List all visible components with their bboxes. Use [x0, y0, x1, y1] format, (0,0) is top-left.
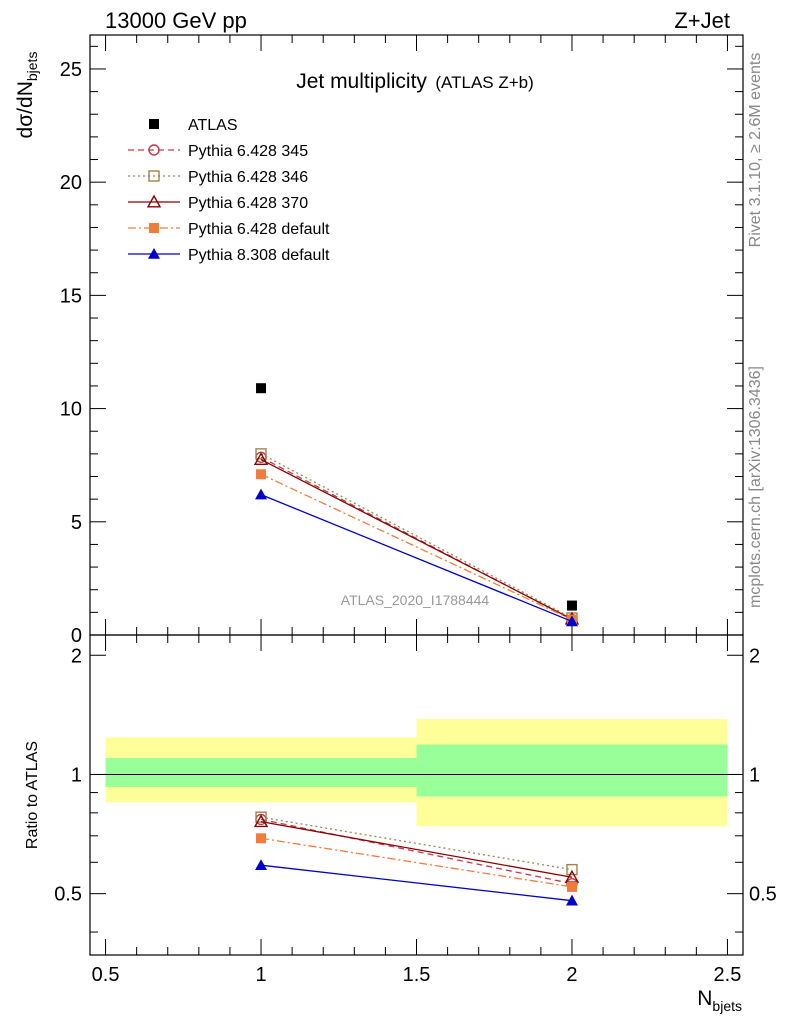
header-beam-label: 13000 GeV pp — [105, 8, 247, 33]
ratio-point-4-1 — [565, 894, 578, 906]
data-point-5-0 — [255, 488, 268, 500]
data-point-4-0 — [256, 469, 267, 480]
legend-marker-5 — [148, 248, 160, 259]
x-tick-label: 2 — [566, 964, 577, 986]
ratio-band-inner-0 — [105, 758, 417, 787]
chart-title-main: Jet multiplicity — [296, 70, 427, 93]
ratio-y-axis-label: Ratio to ATLAS — [24, 741, 41, 849]
legend: ATLAS Pythia 6.428 345 Pythia 6.428 346 Pyt… — [128, 117, 330, 264]
data-point-0-0 — [256, 383, 267, 394]
ratio-line-3 — [260, 837, 573, 888]
x-tick-label: 1 — [255, 964, 266, 986]
legend-marker-0 — [149, 119, 159, 129]
ratio-point-3-1 — [566, 881, 577, 892]
data-point-2-0 — [255, 448, 267, 460]
rivet-version-label: Rivet 3.1.10, ≥ 2.6M events — [747, 53, 764, 248]
y-axis-label-main: dσ/dN — [14, 81, 37, 138]
data-point-0-1 — [566, 600, 577, 611]
ratio-bands — [105, 719, 728, 827]
x-tick-label: 1.5 — [403, 964, 431, 986]
series-line-5 — [260, 494, 573, 623]
ratio-point-4-0 — [255, 859, 268, 870]
legend-marker-1 — [148, 144, 160, 156]
legend-label-4: Pythia 6.428 default — [188, 221, 330, 238]
ratio-y-tick-label-left: 0.5 — [54, 884, 82, 906]
y-tick-label: 10 — [60, 399, 82, 421]
legend-label-2: Pythia 6.428 346 — [188, 169, 308, 186]
legend-marker-2 — [148, 170, 160, 182]
y-tick-label: 5 — [71, 512, 82, 534]
mcplots-label: mcplots.cern.ch [arXiv:1306.3436] — [747, 366, 764, 608]
ratio-point-2-0 — [253, 814, 269, 828]
ratio-line-4 — [260, 864, 573, 902]
ratio-line-0 — [260, 818, 573, 885]
series-line-2 — [260, 453, 573, 619]
legend-label-3: Pythia 6.428 370 — [188, 195, 308, 212]
x-tick-label: 0.5 — [92, 964, 120, 986]
series-line-4 — [260, 473, 573, 621]
data-point-5-1 — [565, 615, 578, 627]
x-axis-label: Nbjets — [697, 987, 742, 1014]
y-tick-label: 0 — [71, 625, 82, 647]
axis-tick-labels: 0.5 1 1.5 2 2.5 0 5 10 15 20 25 0.5 0.5 1 1 2 2 — [54, 59, 777, 986]
ratio-point-3-0 — [256, 833, 267, 844]
header-process-label: Z+Jet — [674, 8, 730, 33]
ratio-point-1-1 — [566, 863, 578, 876]
ratio-y-tick-label-left: 2 — [71, 645, 82, 667]
y-tick-label: 20 — [60, 172, 82, 194]
chart-title-suffix: (ATLAS Z+b) — [435, 73, 533, 92]
y-tick-label: 25 — [60, 59, 82, 81]
x-axis-label-main: N — [697, 987, 712, 1010]
chart-title: Jet multiplicity (ATLAS Z+b) — [296, 70, 534, 93]
ratio-y-tick-label-right: 1 — [749, 764, 760, 786]
ratio-y-tick-label-right: 0.5 — [749, 884, 777, 906]
y-axis-label-sub: bjets — [24, 52, 40, 82]
legend-marker-4 — [149, 223, 159, 233]
y-axis-label: dσ/dNbjets — [14, 52, 40, 139]
ratio-line-2 — [260, 821, 573, 878]
legend-label-1: Pythia 6.428 345 — [188, 143, 308, 160]
main-plot-series — [253, 383, 580, 627]
legend-label-0: ATLAS — [188, 117, 238, 134]
ratio-y-tick-label-left: 1 — [71, 764, 82, 786]
axis-ticks — [90, 35, 743, 955]
ratio-plot-series — [253, 811, 580, 906]
x-axis-label-sub: bjets — [712, 998, 742, 1014]
ratio-band-inner-1 — [416, 744, 728, 797]
data-point-3-0 — [253, 452, 269, 466]
legend-marker-3 — [146, 194, 162, 208]
analysis-label: ATLAS_2020_I1788444 — [341, 592, 490, 608]
ratio-y-tick-label-right: 2 — [749, 645, 760, 667]
x-tick-label: 2.5 — [714, 964, 742, 986]
legend-label-5: Pythia 8.308 default — [188, 247, 330, 264]
y-tick-label: 15 — [60, 285, 82, 307]
series-line-3 — [260, 458, 573, 620]
